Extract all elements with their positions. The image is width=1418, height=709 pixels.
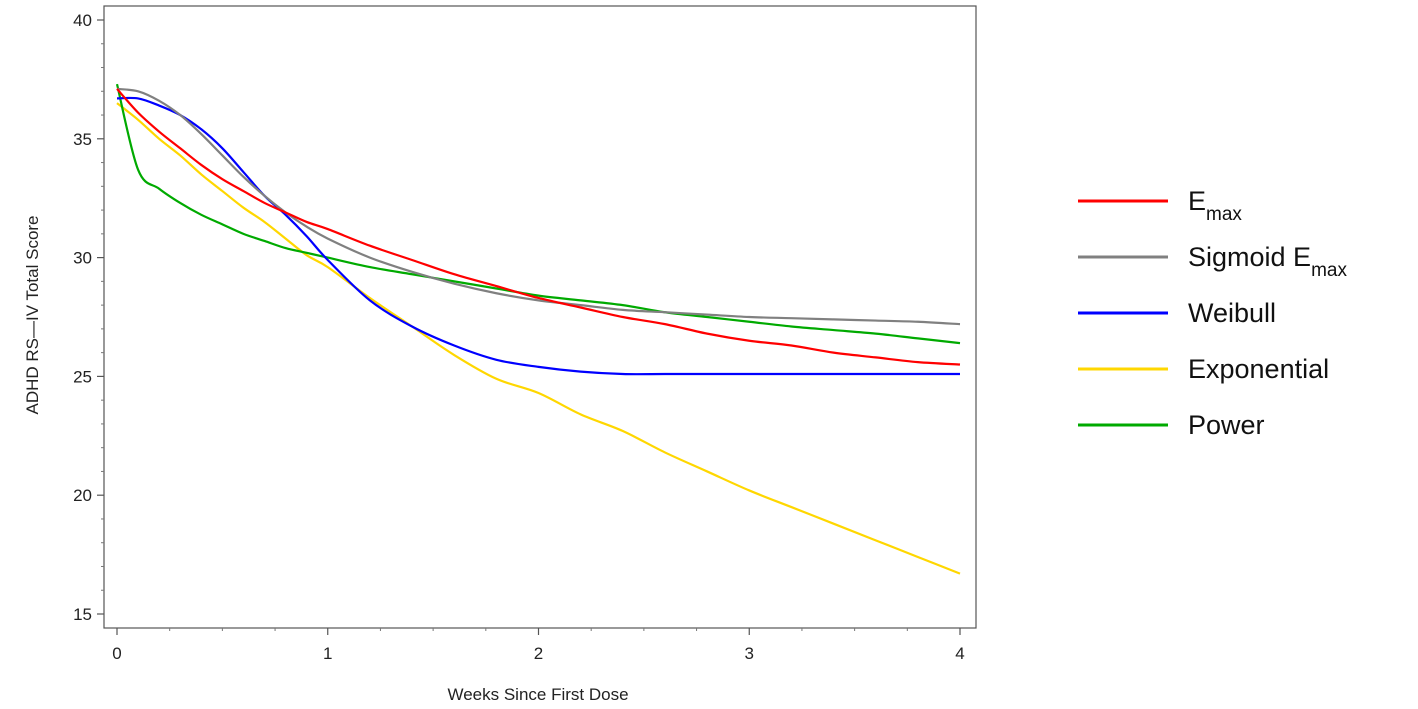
- legend: Emax Sigmoid Emax Weibull Exponential Power: [1078, 186, 1347, 440]
- series-line-weibull: [116, 96, 960, 376]
- x-tick-label: 0: [112, 644, 121, 663]
- legend-label-exponential: Exponential: [1188, 354, 1329, 384]
- series-line-sigmoid-e-max: [116, 87, 961, 326]
- y-axis: 15 20 25 30 35 40: [73, 11, 104, 624]
- series-line-power: [115, 83, 961, 345]
- series-line-e-max: [116, 88, 961, 366]
- series-layer: [115, 83, 961, 575]
- y-tick-label: 15: [73, 605, 92, 624]
- x-tick-label: 4: [955, 644, 964, 663]
- y-tick-label: 30: [73, 249, 92, 268]
- x-tick-label: 1: [323, 644, 332, 663]
- legend-label-e-max: Emax: [1188, 186, 1242, 225]
- legend-label-weibull: Weibull: [1188, 298, 1276, 328]
- y-tick-label: 35: [73, 130, 92, 149]
- plot-frame: [103, 5, 977, 629]
- series-line-exponential: [116, 102, 961, 575]
- x-axis-title: Weeks Since First Dose: [447, 685, 628, 704]
- x-tick-label: 3: [745, 644, 754, 663]
- x-axis: 0 1 2 3 4: [112, 628, 965, 663]
- x-tick-label: 2: [534, 644, 543, 663]
- legend-label-power: Power: [1188, 410, 1265, 440]
- legend-label-sigmoid-e-max: Sigmoid Emax: [1188, 242, 1347, 281]
- y-axis-title: ADHD RS—IV Total Score: [23, 215, 42, 414]
- y-tick-label: 25: [73, 367, 92, 386]
- y-tick-label: 40: [73, 11, 92, 30]
- y-tick-label: 20: [73, 486, 92, 505]
